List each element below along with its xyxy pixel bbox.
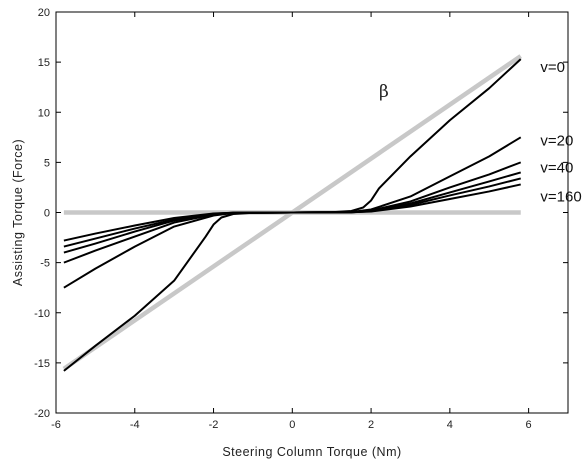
x-tick-label: -6 bbox=[51, 419, 61, 431]
series-lines bbox=[63, 58, 522, 372]
annotations: β bbox=[379, 82, 389, 102]
y-tick-label: 5 bbox=[44, 157, 50, 169]
series-line-5 bbox=[63, 183, 521, 242]
y-tick-label: 15 bbox=[38, 57, 50, 69]
x-axis-ticks: -6 -4 -2 0 2 4 6 bbox=[51, 12, 532, 431]
y-axis-ticks: -20 -15 -10 -5 0 5 10 15 20 bbox=[34, 7, 568, 420]
y-axis-title: Assisting Torque (Force) bbox=[11, 139, 25, 286]
x-tick-label: -2 bbox=[209, 419, 219, 431]
x-tick-label: 4 bbox=[447, 419, 453, 431]
x-tick-label: -4 bbox=[130, 419, 140, 431]
series-label-0: v=0 bbox=[540, 59, 565, 76]
y-tick-label: 20 bbox=[38, 7, 50, 19]
x-tick-label: 0 bbox=[289, 419, 295, 431]
x-axis-title: Steering Column Torque (Nm) bbox=[222, 445, 401, 459]
y-tick-label: 0 bbox=[44, 208, 50, 220]
y-tick-label: 10 bbox=[38, 107, 50, 119]
x-tick-label: 6 bbox=[526, 419, 532, 431]
annotation-0: β bbox=[379, 82, 389, 102]
y-tick-label: -5 bbox=[40, 258, 50, 270]
series-labels: v=0 v=20 v=40 v=160 bbox=[540, 59, 581, 205]
y-tick-label: -20 bbox=[34, 408, 50, 420]
series-label-2: v=40 bbox=[540, 159, 573, 176]
y-tick-label: -10 bbox=[34, 308, 50, 320]
x-tick-label: 2 bbox=[368, 419, 374, 431]
series-label-5: v=160 bbox=[540, 188, 581, 205]
series-label-1: v=20 bbox=[540, 132, 573, 149]
y-tick-label: -15 bbox=[34, 358, 50, 370]
